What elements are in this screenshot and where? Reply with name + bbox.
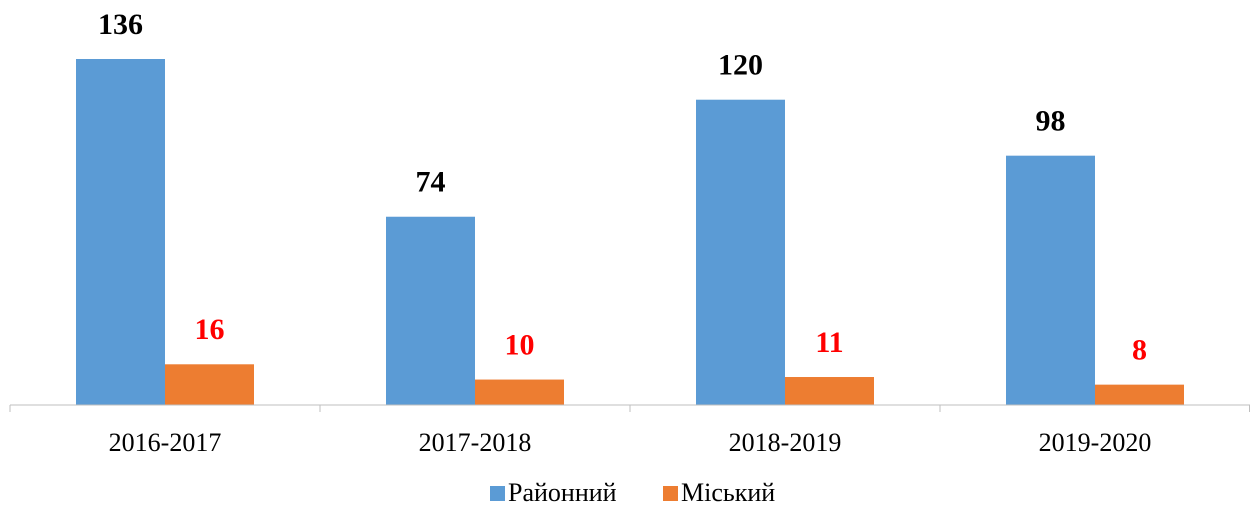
bar <box>1006 155 1095 405</box>
legend-swatch <box>663 486 678 501</box>
data-label: 16 <box>195 313 225 346</box>
data-label: 136 <box>98 8 143 41</box>
bar <box>76 59 165 405</box>
legend-label: Районний <box>508 478 617 507</box>
data-label: 98 <box>1036 105 1066 138</box>
data-label: 10 <box>505 328 535 361</box>
data-label: 8 <box>1132 334 1147 367</box>
x-tick-label: 2017-2018 <box>419 428 532 457</box>
x-tick-label: 2016-2017 <box>109 428 222 457</box>
bar <box>386 216 475 405</box>
legend-swatch <box>490 486 505 501</box>
bar <box>1095 384 1184 405</box>
bar <box>785 377 874 405</box>
bar <box>475 379 564 405</box>
bar <box>696 99 785 406</box>
bar <box>165 364 254 405</box>
x-tick-label: 2019-2020 <box>1039 428 1152 457</box>
x-tick-label: 2018-2019 <box>729 428 842 457</box>
data-label: 74 <box>416 166 446 199</box>
data-label: 11 <box>815 326 843 359</box>
legend-label: Міський <box>681 478 775 507</box>
data-label: 120 <box>718 49 763 82</box>
